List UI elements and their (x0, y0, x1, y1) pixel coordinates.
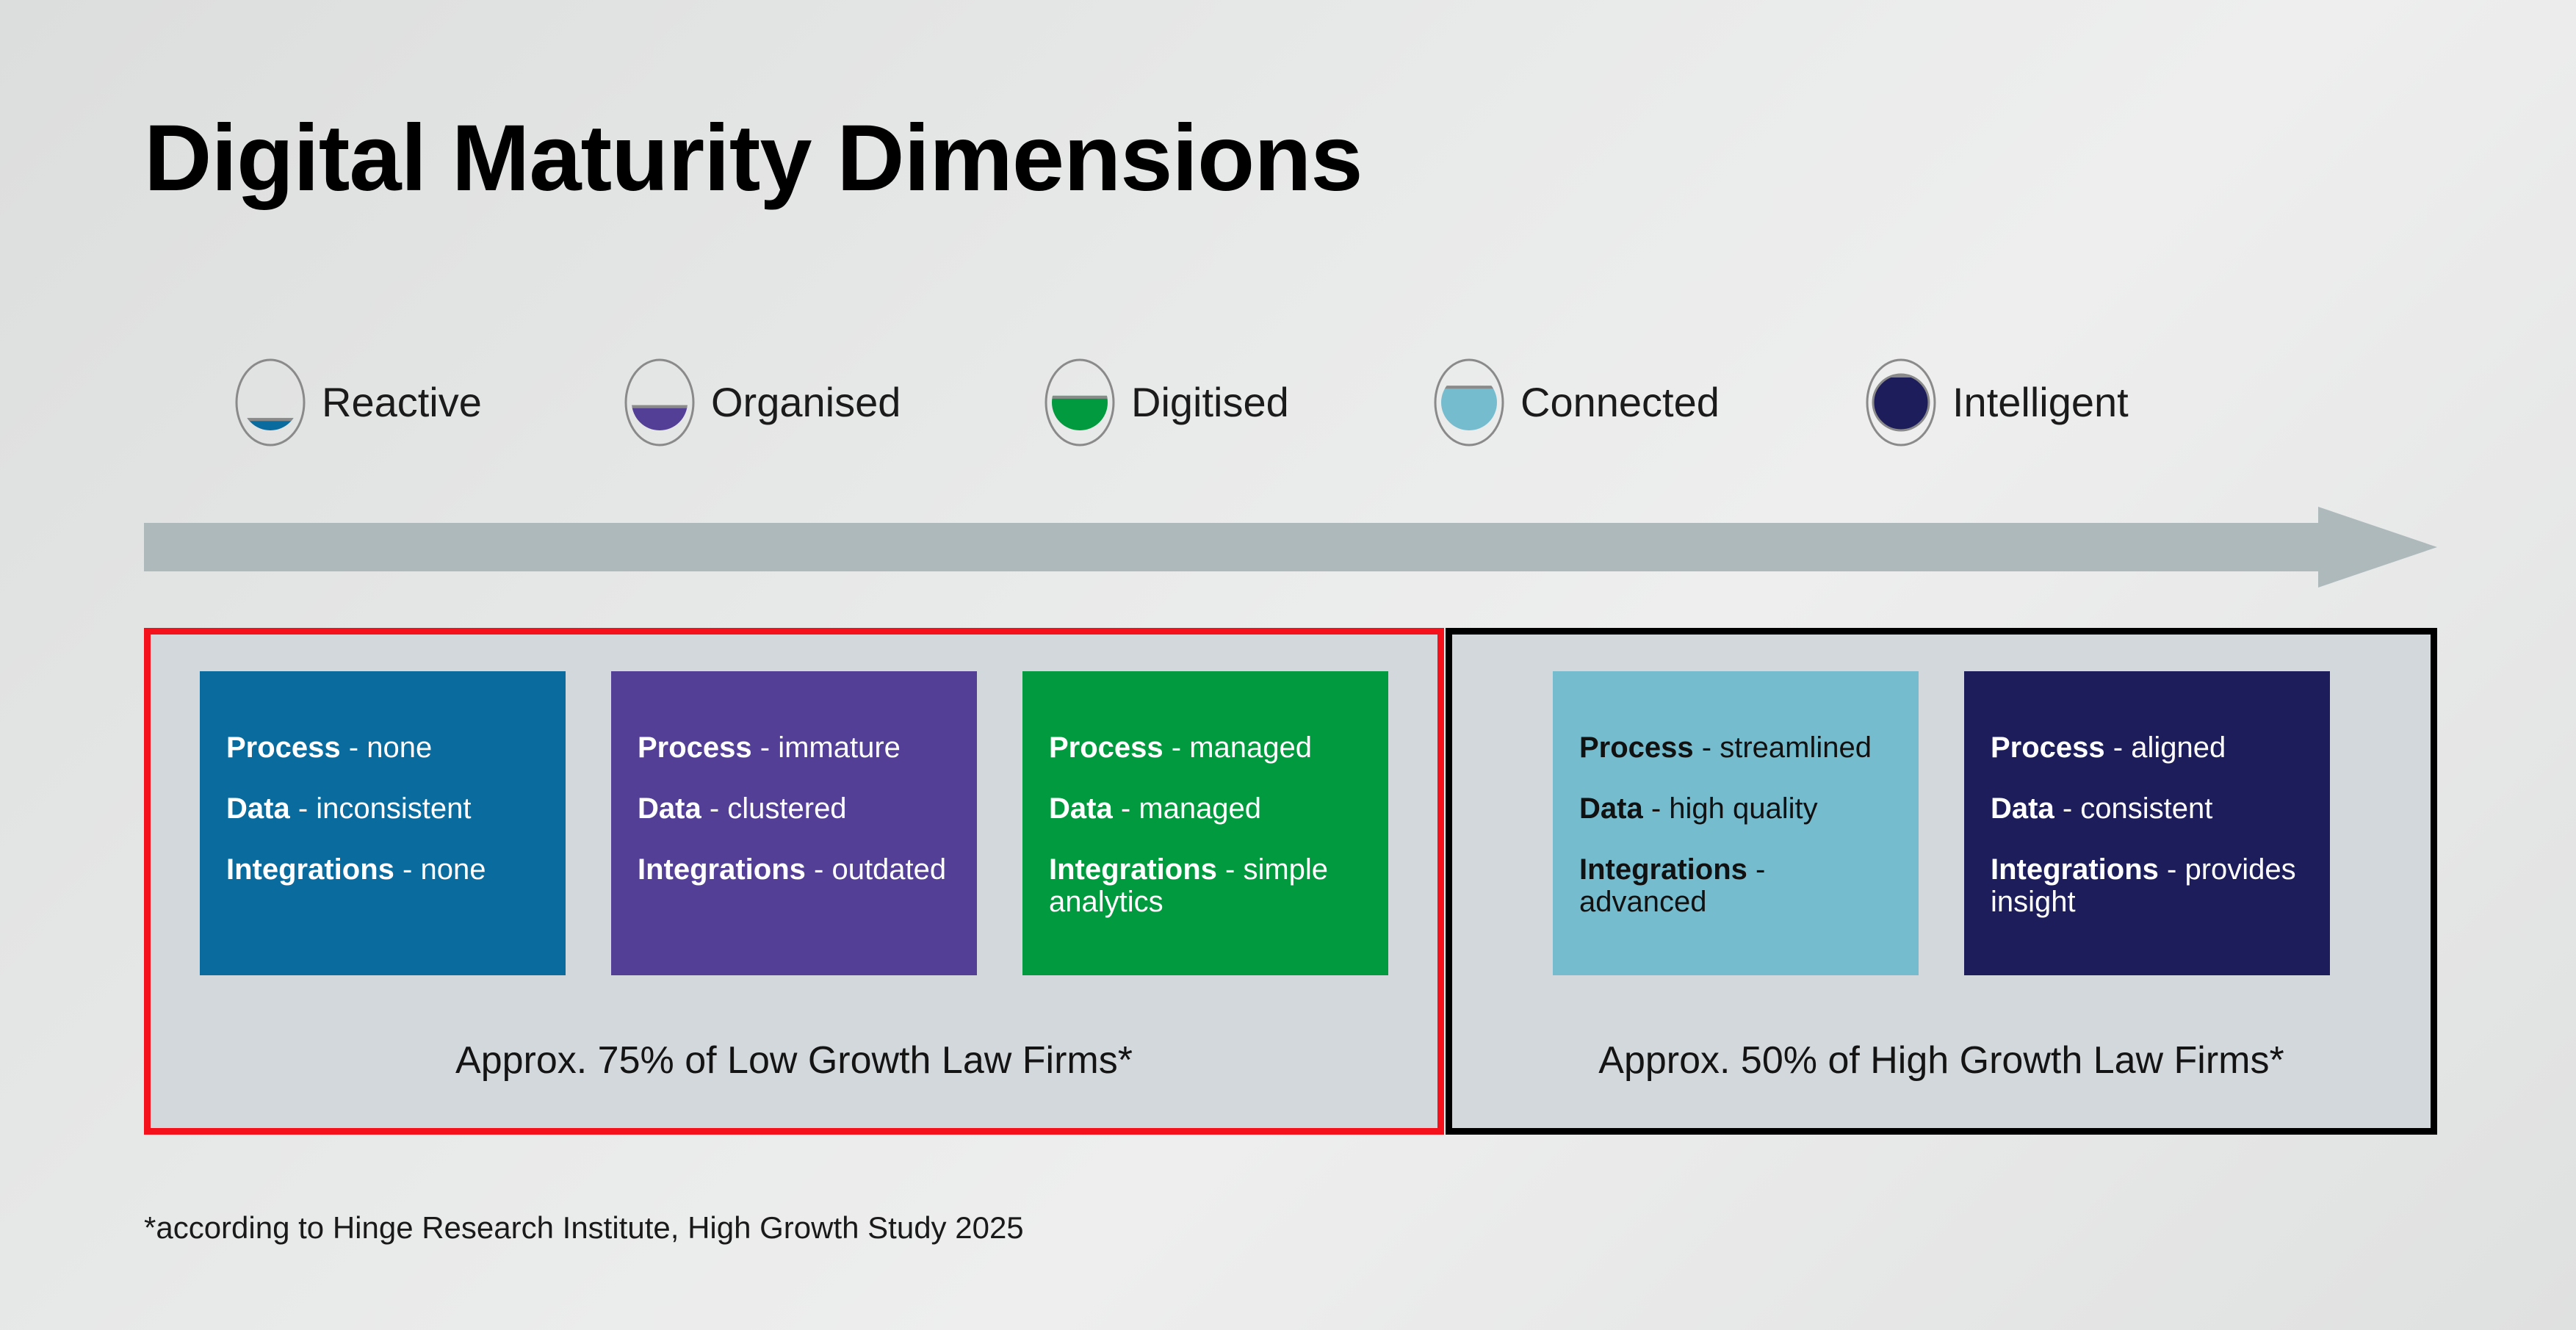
footnote: *according to Hinge Research Institute, … (144, 1210, 1024, 1245)
maturity-card-connected[interactable]: Process - streamlined Data - high quality… (1553, 671, 1919, 975)
card-row: Integrations - simple analytics (1049, 853, 1362, 919)
card-row-label: Process (1579, 731, 1694, 764)
card-row-label: Data (226, 792, 290, 825)
card-row: Integrations - advanced (1579, 853, 1892, 919)
card-row-label: Integrations (1579, 853, 1747, 886)
card-row: Process - aligned (1991, 731, 2303, 765)
card-row: Data - high quality (1579, 792, 1892, 825)
maturity-card-digitised[interactable]: Process - managed Data - managed Integrati… (1022, 671, 1388, 975)
card-row-value: - advanced (1579, 853, 1766, 919)
card-row: Data - inconsistent (226, 792, 539, 825)
card-row-label: Process (1049, 731, 1163, 764)
card-row-value: - clustered (701, 792, 847, 825)
card-row-label: Data (1579, 792, 1643, 825)
card-row-label: Data (1991, 792, 2054, 825)
card-group: Process - streamlined Data - high quality… (1452, 671, 2431, 975)
card-row-value: - managed (1112, 792, 1262, 825)
card-row-label: Data (1049, 792, 1113, 825)
maturity-stage-connected: Connected (1434, 344, 1720, 461)
card-row-label: Process (638, 731, 752, 764)
card-row: Process - streamlined (1579, 731, 1892, 765)
stage-label: Intelligent (1952, 379, 2129, 425)
maturity-card-organised[interactable]: Process - immature Data - clustered Integr… (611, 671, 977, 975)
low-growth-panel: Process - none Data - inconsistent Integra… (144, 628, 1444, 1135)
high-growth-panel: Process - streamlined Data - high quality… (1446, 628, 2437, 1135)
card-row: Integrations - outdated (638, 853, 950, 886)
card-row-label: Integrations (1991, 853, 2159, 886)
card-row-value: - immature (751, 731, 901, 764)
card-row-label: Data (638, 792, 701, 825)
card-row: Process - none (226, 731, 539, 765)
card-row: Process - immature (638, 731, 950, 765)
card-row: Data - managed (1049, 792, 1362, 825)
card-row-value: - aligned (2104, 731, 2226, 764)
card-row: Integrations - none (226, 853, 539, 886)
card-row-label: Process (1991, 731, 2105, 764)
card-row-value: - inconsistent (289, 792, 472, 825)
stage-label: Organised (711, 379, 901, 425)
page-title: Digital Maturity Dimensions (144, 106, 1363, 211)
card-row-value: - streamlined (1693, 731, 1872, 764)
card-row-value: - high quality (1642, 792, 1818, 825)
progression-arrow (144, 507, 2437, 588)
maturity-gauge-icon (1866, 357, 1936, 448)
card-row-label: Integrations (638, 853, 806, 886)
card-row-label: Process (226, 731, 341, 764)
maturity-card-intelligent[interactable]: Process - aligned Data - consistent Integr… (1964, 671, 2330, 975)
maturity-stage-reactive: Reactive (235, 344, 482, 461)
maturity-stage-row: Reactive Organised Digitised Connected Intel… (235, 344, 2350, 461)
maturity-gauge-icon (235, 357, 306, 448)
maturity-stage-intelligent: Intelligent (1866, 344, 2129, 461)
maturity-panels: Process - none Data - inconsistent Integra… (144, 628, 2437, 1135)
panel-caption: Approx. 75% of Low Growth Law Firms* (455, 1039, 1133, 1082)
card-row-value: - simple analytics (1049, 853, 1329, 919)
card-row: Process - managed (1049, 731, 1362, 765)
card-group: Process - none Data - inconsistent Integra… (151, 671, 1437, 975)
maturity-gauge-icon (1045, 357, 1115, 448)
card-row-value: - none (394, 853, 486, 886)
card-row-value: - none (340, 731, 433, 764)
maturity-gauge-icon (624, 357, 695, 448)
maturity-gauge-icon (1434, 357, 1504, 448)
card-row-value: - managed (1163, 731, 1313, 764)
card-row-label: Integrations (226, 853, 394, 886)
progression-arrow-icon (144, 507, 2437, 588)
card-row: Integrations - provides insight (1991, 853, 2303, 919)
card-row: Data - consistent (1991, 792, 2303, 825)
card-row-value: - consistent (2054, 792, 2213, 825)
maturity-stage-digitised: Digitised (1045, 344, 1289, 461)
card-row-value: - provides insight (1991, 853, 2296, 919)
panel-caption: Approx. 50% of High Growth Law Firms* (1598, 1039, 2284, 1082)
stage-label: Reactive (322, 379, 482, 425)
card-row-value: - outdated (805, 853, 947, 886)
maturity-card-reactive[interactable]: Process - none Data - inconsistent Integra… (200, 671, 566, 975)
card-row-label: Integrations (1049, 853, 1217, 886)
maturity-stage-organised: Organised (624, 344, 901, 461)
stage-label: Digitised (1131, 379, 1289, 425)
card-row: Data - clustered (638, 792, 950, 825)
stage-label: Connected (1520, 379, 1720, 425)
